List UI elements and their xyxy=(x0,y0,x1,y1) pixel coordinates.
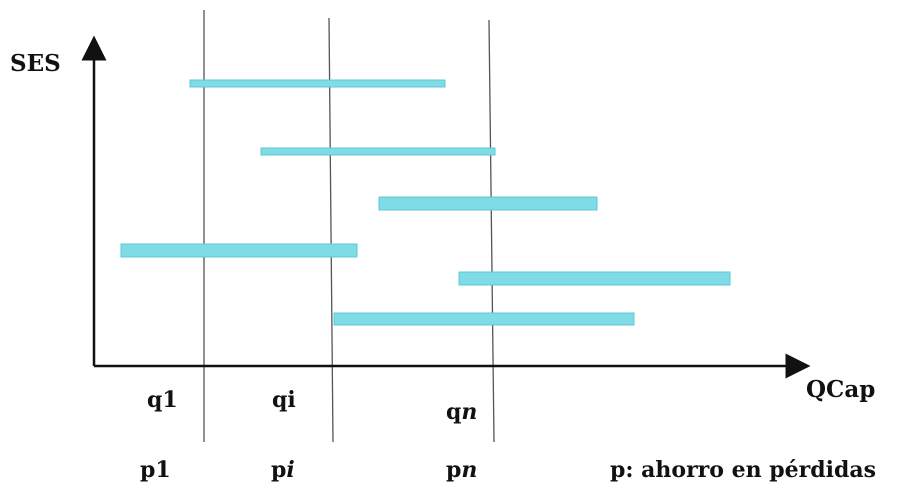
guide-line-3 xyxy=(488,19,495,443)
q-label-3-main: q xyxy=(446,399,462,425)
q-label-2-main: qi xyxy=(272,387,296,413)
legend-note: p: ahorro en pérdidas xyxy=(610,457,876,483)
y-axis-label: SES xyxy=(10,50,61,77)
p-label-3-italic: n xyxy=(461,457,478,483)
q-label-1: q1 xyxy=(147,389,178,411)
p-label-3-main: p xyxy=(446,457,462,483)
q-label-3: qn xyxy=(446,401,477,423)
guide-line-2 xyxy=(328,17,334,443)
bar-3 xyxy=(378,196,598,211)
x-axis-label: QCap xyxy=(806,376,876,403)
bar-4 xyxy=(120,243,358,258)
p-label-2-italic: i xyxy=(286,457,295,483)
p-label-3: pn xyxy=(446,459,477,481)
q-label-1-main: q1 xyxy=(147,387,178,413)
bar-2 xyxy=(260,147,496,156)
p-label-1-main: p1 xyxy=(140,457,171,483)
bar-1 xyxy=(189,79,446,88)
q-label-3-italic: n xyxy=(461,399,478,425)
bar-5 xyxy=(458,271,731,286)
bar-6 xyxy=(333,312,635,326)
q-label-2: qi xyxy=(272,389,296,411)
p-label-2-main: p xyxy=(271,457,287,483)
p-label-2: pi xyxy=(271,459,295,481)
p-label-1: p1 xyxy=(140,459,171,481)
